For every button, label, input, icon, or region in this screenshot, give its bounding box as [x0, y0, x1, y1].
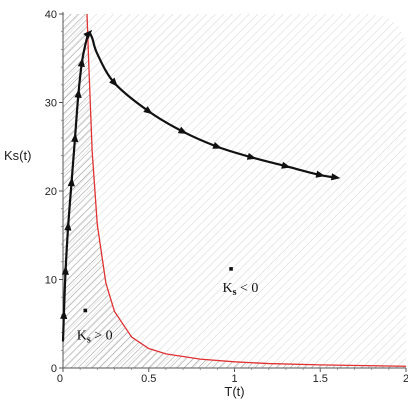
- direction-arrow: [315, 170, 326, 178]
- direction-arrow: [77, 57, 85, 68]
- region-marker: [229, 267, 233, 271]
- y-axis-label: Ks(t): [4, 148, 31, 163]
- y-tick-label: 10: [45, 275, 57, 287]
- direction-arrow: [67, 177, 75, 187]
- x-axis-label: T(t): [224, 384, 244, 399]
- direction-arrow: [74, 88, 82, 98]
- x-tick-label: 0: [57, 373, 63, 385]
- direction-arrow: [109, 77, 118, 87]
- series-layer: [60, 13, 407, 367]
- direction-arrow: [246, 152, 257, 160]
- direction-arrow: [281, 161, 291, 169]
- region-marker: [83, 308, 88, 313]
- direction-arrow: [71, 132, 79, 143]
- direction-arrow: [60, 309, 68, 320]
- y-tick-label: 40: [45, 9, 57, 21]
- direction-arrow: [64, 221, 72, 231]
- region-annotation: Ks < 0: [222, 281, 258, 298]
- x-tick-label: 0.5: [141, 373, 156, 385]
- y-tick-label: 0: [51, 363, 57, 375]
- end-arrow: [330, 173, 341, 181]
- region-ks-positive: [63, 14, 406, 368]
- x-tick-label: 2: [403, 373, 408, 385]
- direction-arrow: [212, 141, 223, 149]
- labels-layer: Ks < 0 Ks > 0: [77, 267, 258, 346]
- direction-arrow: [83, 29, 93, 39]
- x-tick-label: 1: [231, 373, 237, 385]
- y-tick-label: 20: [45, 186, 57, 198]
- regions-layer: [63, 14, 406, 368]
- y-tick-label: 30: [45, 98, 57, 110]
- direction-arrow: [177, 126, 188, 134]
- direction-arrow: [61, 265, 69, 275]
- direction-arrow: [143, 106, 153, 115]
- region-ks-negative: [63, 14, 406, 368]
- x-tick-label: 1.5: [313, 373, 328, 385]
- region-annotation: Ks > 0: [77, 329, 113, 346]
- boundary-curve: [86, 13, 407, 367]
